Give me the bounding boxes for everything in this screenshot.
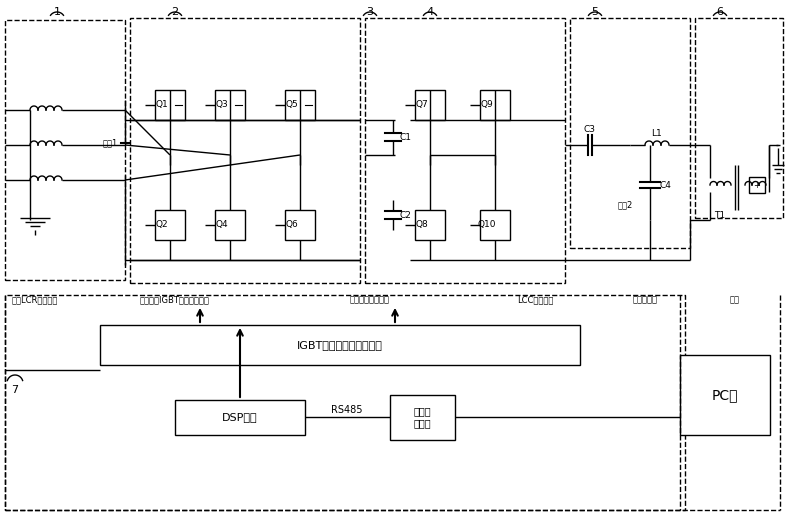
- Bar: [570, 18, 690, 248]
- Text: LCC谐振电路: LCC谐振电路: [517, 296, 553, 304]
- Text: 本体: 本体: [730, 296, 740, 304]
- Text: T1: T1: [714, 211, 725, 219]
- Bar: [285, 90, 315, 120]
- Text: 2: 2: [171, 7, 178, 17]
- Bar: [5, 20, 125, 280]
- Bar: [480, 210, 510, 240]
- Text: Q7: Q7: [416, 100, 428, 110]
- Bar: [155, 90, 185, 120]
- Bar: [285, 210, 315, 240]
- Text: 高频变压器: 高频变压器: [633, 296, 658, 304]
- Text: 采样1: 采样1: [102, 139, 118, 148]
- Bar: [100, 325, 580, 365]
- Text: 人机交
互界面: 人机交 互界面: [413, 406, 431, 428]
- Text: RS485: RS485: [331, 405, 363, 415]
- Text: 5: 5: [592, 7, 598, 17]
- Bar: [175, 400, 305, 435]
- Bar: [415, 210, 445, 240]
- Text: +: +: [754, 181, 760, 190]
- Text: 采样2: 采样2: [617, 201, 633, 209]
- Text: C3: C3: [584, 125, 596, 134]
- Text: 3: 3: [366, 7, 373, 17]
- Bar: [480, 90, 510, 120]
- Bar: [5, 295, 685, 510]
- Text: Q2: Q2: [156, 220, 168, 229]
- Text: C2: C2: [399, 211, 411, 219]
- Text: C4: C4: [659, 181, 671, 190]
- Bar: [415, 90, 445, 120]
- Bar: [215, 90, 245, 120]
- Bar: [130, 18, 360, 283]
- Text: 1: 1: [53, 7, 61, 17]
- Text: 单相全桥逆变电路: 单相全桥逆变电路: [350, 296, 390, 304]
- Text: Q8: Q8: [416, 220, 428, 229]
- Text: 6: 6: [717, 7, 723, 17]
- Text: Q3: Q3: [215, 100, 229, 110]
- Text: Q5: Q5: [285, 100, 299, 110]
- Bar: [365, 18, 565, 283]
- Text: Q9: Q9: [480, 100, 494, 110]
- Text: PC机: PC机: [712, 388, 738, 402]
- Text: 三相全桥IGBT整流调压电路: 三相全桥IGBT整流调压电路: [140, 296, 210, 304]
- Text: Q10: Q10: [478, 220, 496, 229]
- Text: Q6: Q6: [285, 220, 299, 229]
- Text: 三相LCR滤波电路: 三相LCR滤波电路: [12, 296, 58, 304]
- Bar: [155, 210, 185, 240]
- Text: Q4: Q4: [215, 220, 228, 229]
- Text: DSP控制: DSP控制: [222, 412, 258, 422]
- Text: 7: 7: [12, 385, 19, 395]
- Bar: [390, 395, 455, 440]
- Bar: [215, 210, 245, 240]
- Text: L1: L1: [652, 129, 663, 138]
- Bar: [695, 18, 783, 218]
- Bar: [680, 355, 770, 435]
- Text: C1: C1: [399, 132, 411, 142]
- Text: IGBT驱动电路、采样电路: IGBT驱动电路、采样电路: [297, 340, 383, 350]
- Text: Q1: Q1: [156, 100, 168, 110]
- Text: 4: 4: [427, 7, 434, 17]
